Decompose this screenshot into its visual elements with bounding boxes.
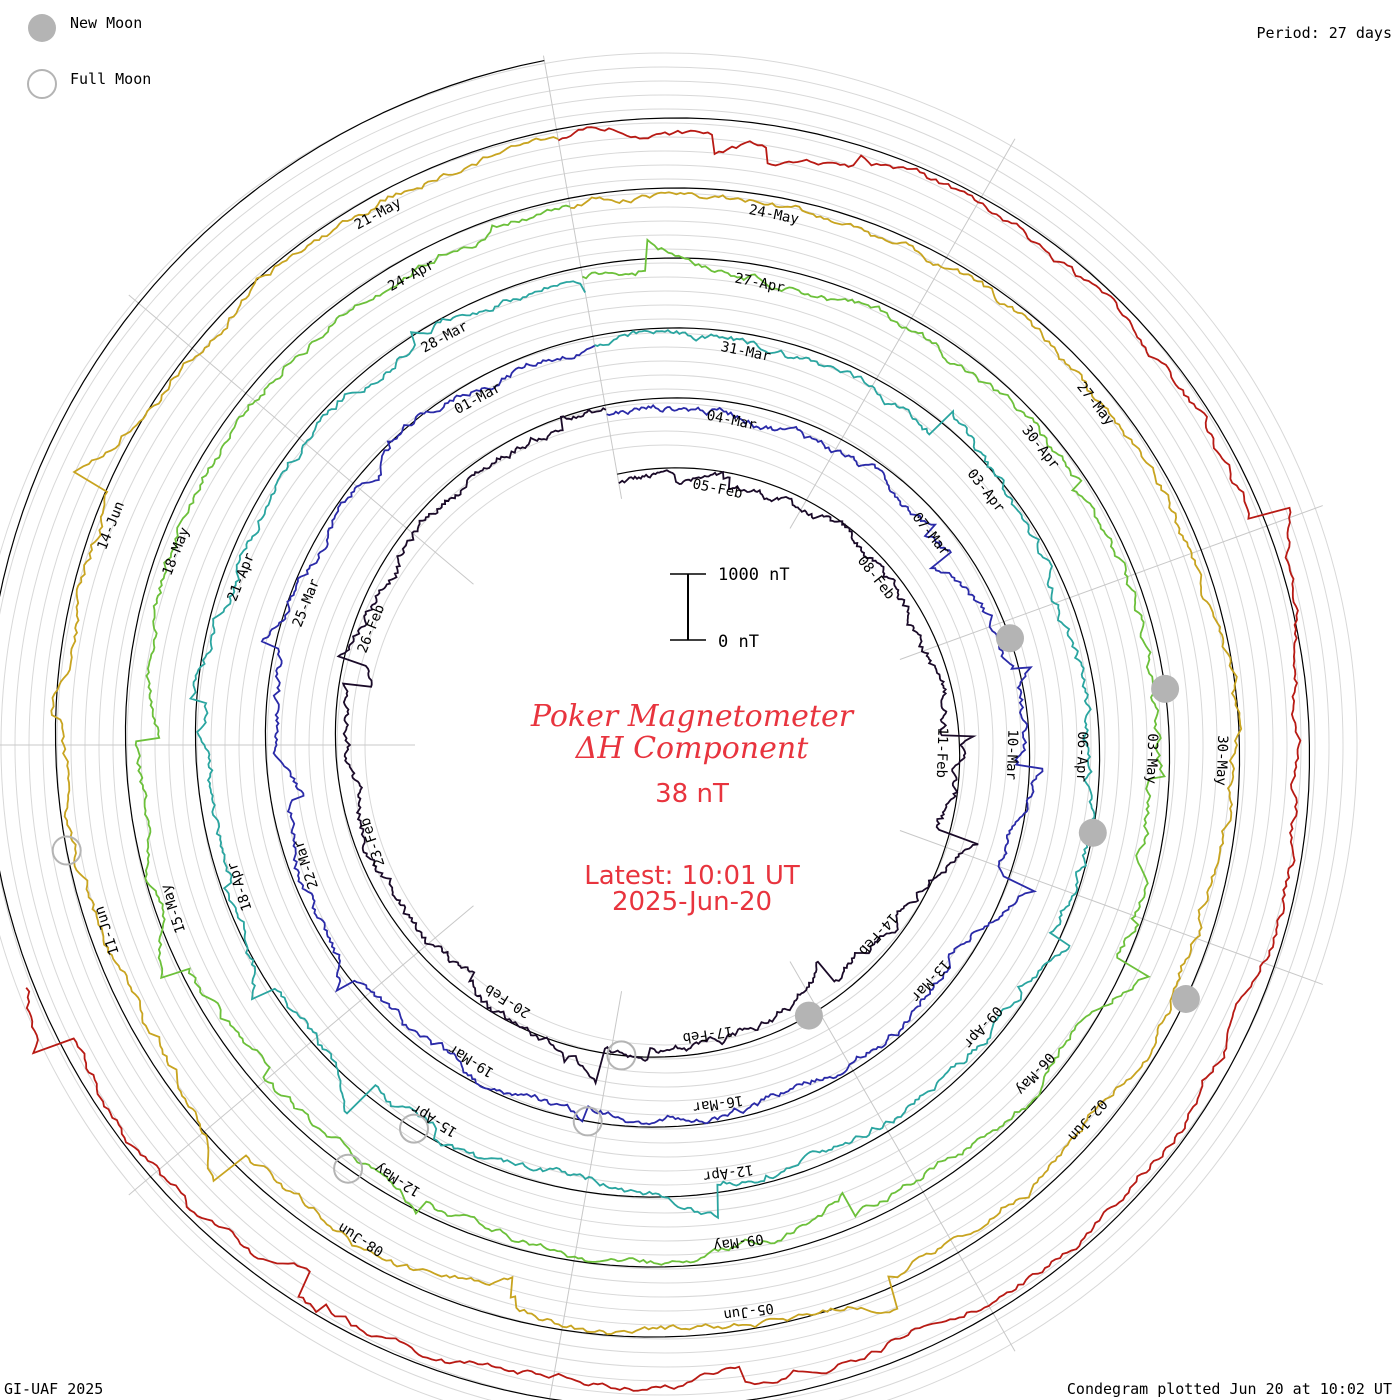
date-label: 03-May [1143, 733, 1160, 784]
date-label: 12-Apr [702, 1161, 754, 1184]
spoke [128, 294, 474, 585]
date-label: 24-Apr [385, 257, 437, 295]
date-label: 11-Feb [933, 727, 950, 778]
spoke [789, 138, 1016, 529]
date-label: 08-Jun [335, 1219, 386, 1259]
latest-time: Latest: 10:01 UT [584, 861, 800, 891]
full-moon-marker [333, 1153, 364, 1184]
date-label: 30-May [1213, 735, 1230, 786]
new-moon-legend-icon [28, 14, 56, 42]
full-moon-marker [51, 835, 82, 866]
chart-title-line1: Poker Magnetometer [530, 699, 855, 734]
date-label: 09-May [712, 1230, 764, 1253]
date-label: 13-Mar [907, 956, 953, 1004]
spoke [548, 991, 623, 1400]
trace-rotation-3 [188, 280, 1096, 1220]
baselines [0, 60, 1310, 1400]
moon-markers [51, 624, 1200, 1184]
date-label: 11-Jun [92, 904, 123, 957]
scale-top-label: 1000 nT [718, 565, 790, 585]
chart-title-line2: ΔH Component [575, 731, 809, 766]
trace-rotation-2 [260, 344, 1044, 1126]
date-label: 06-Apr [1073, 731, 1090, 782]
new-moon-marker [1171, 985, 1200, 1013]
new-moon-marker [1151, 674, 1180, 703]
new-moon-legend-label: New Moon [70, 14, 142, 32]
date-label: 21-May [352, 195, 404, 233]
new-moon-marker [996, 624, 1024, 653]
footer-plot-time: Condegram plotted Jun 20 at 10:02 UT [1067, 1380, 1392, 1398]
scale-bottom-label: 0 nT [718, 632, 759, 652]
trace-rotation-6 [25, 126, 1302, 1392]
spoke [789, 961, 1016, 1352]
date-label: 02-Jun [1064, 1096, 1110, 1144]
trace-rotation-4 [134, 204, 1166, 1266]
full-moon-legend-icon [27, 69, 57, 99]
trace-rotation-1 [336, 407, 979, 1086]
date-label: 17-Feb [681, 1023, 733, 1046]
current-value: 38 nT [655, 779, 729, 809]
date-label: 05-Jun [722, 1300, 774, 1323]
date-label: 27-Apr [733, 270, 786, 296]
date-label: 18-Apr [224, 860, 255, 913]
date-label: 05-Feb [691, 476, 744, 502]
spiral-baseline [0, 60, 1310, 1400]
date-label: 12-May [372, 1159, 423, 1199]
date-label: 16-Mar [692, 1092, 744, 1115]
traces [25, 126, 1302, 1392]
latest-date: 2025-Jun-20 [612, 887, 772, 917]
spoke [899, 830, 1323, 985]
date-label: 19-Mar [445, 1040, 496, 1080]
spoke [128, 905, 474, 1196]
grid-ring [0, 66, 1344, 1400]
date-label: 28-Mar [419, 318, 471, 356]
full-moon-marker [606, 1040, 637, 1071]
date-label: 10-Mar [1003, 729, 1020, 780]
date-label: 31-Mar [719, 339, 772, 365]
date-label: 04-Mar [705, 408, 758, 434]
new-moon-marker [1078, 818, 1107, 847]
date-label: 14-Feb [855, 910, 901, 958]
date-label: 20-Feb [482, 981, 533, 1021]
full-moon-marker [399, 1113, 429, 1144]
new-moon-marker [794, 1001, 823, 1030]
grid-ring [0, 52, 1358, 1400]
date-label: 09-Apr [960, 1003, 1006, 1051]
full-moon-legend-label: Full Moon [70, 70, 151, 88]
period-label: Period: 27 days [1257, 24, 1392, 42]
date-label: 23-Feb [357, 816, 388, 869]
trace-rotation-5 [50, 136, 1243, 1336]
date-label: 01-Mar [452, 380, 504, 418]
spoke [899, 505, 1323, 660]
date-label: 06-May [1012, 1049, 1058, 1097]
full-moon-marker [572, 1106, 603, 1137]
footer-credit: GI-UAF 2025 [4, 1380, 103, 1398]
